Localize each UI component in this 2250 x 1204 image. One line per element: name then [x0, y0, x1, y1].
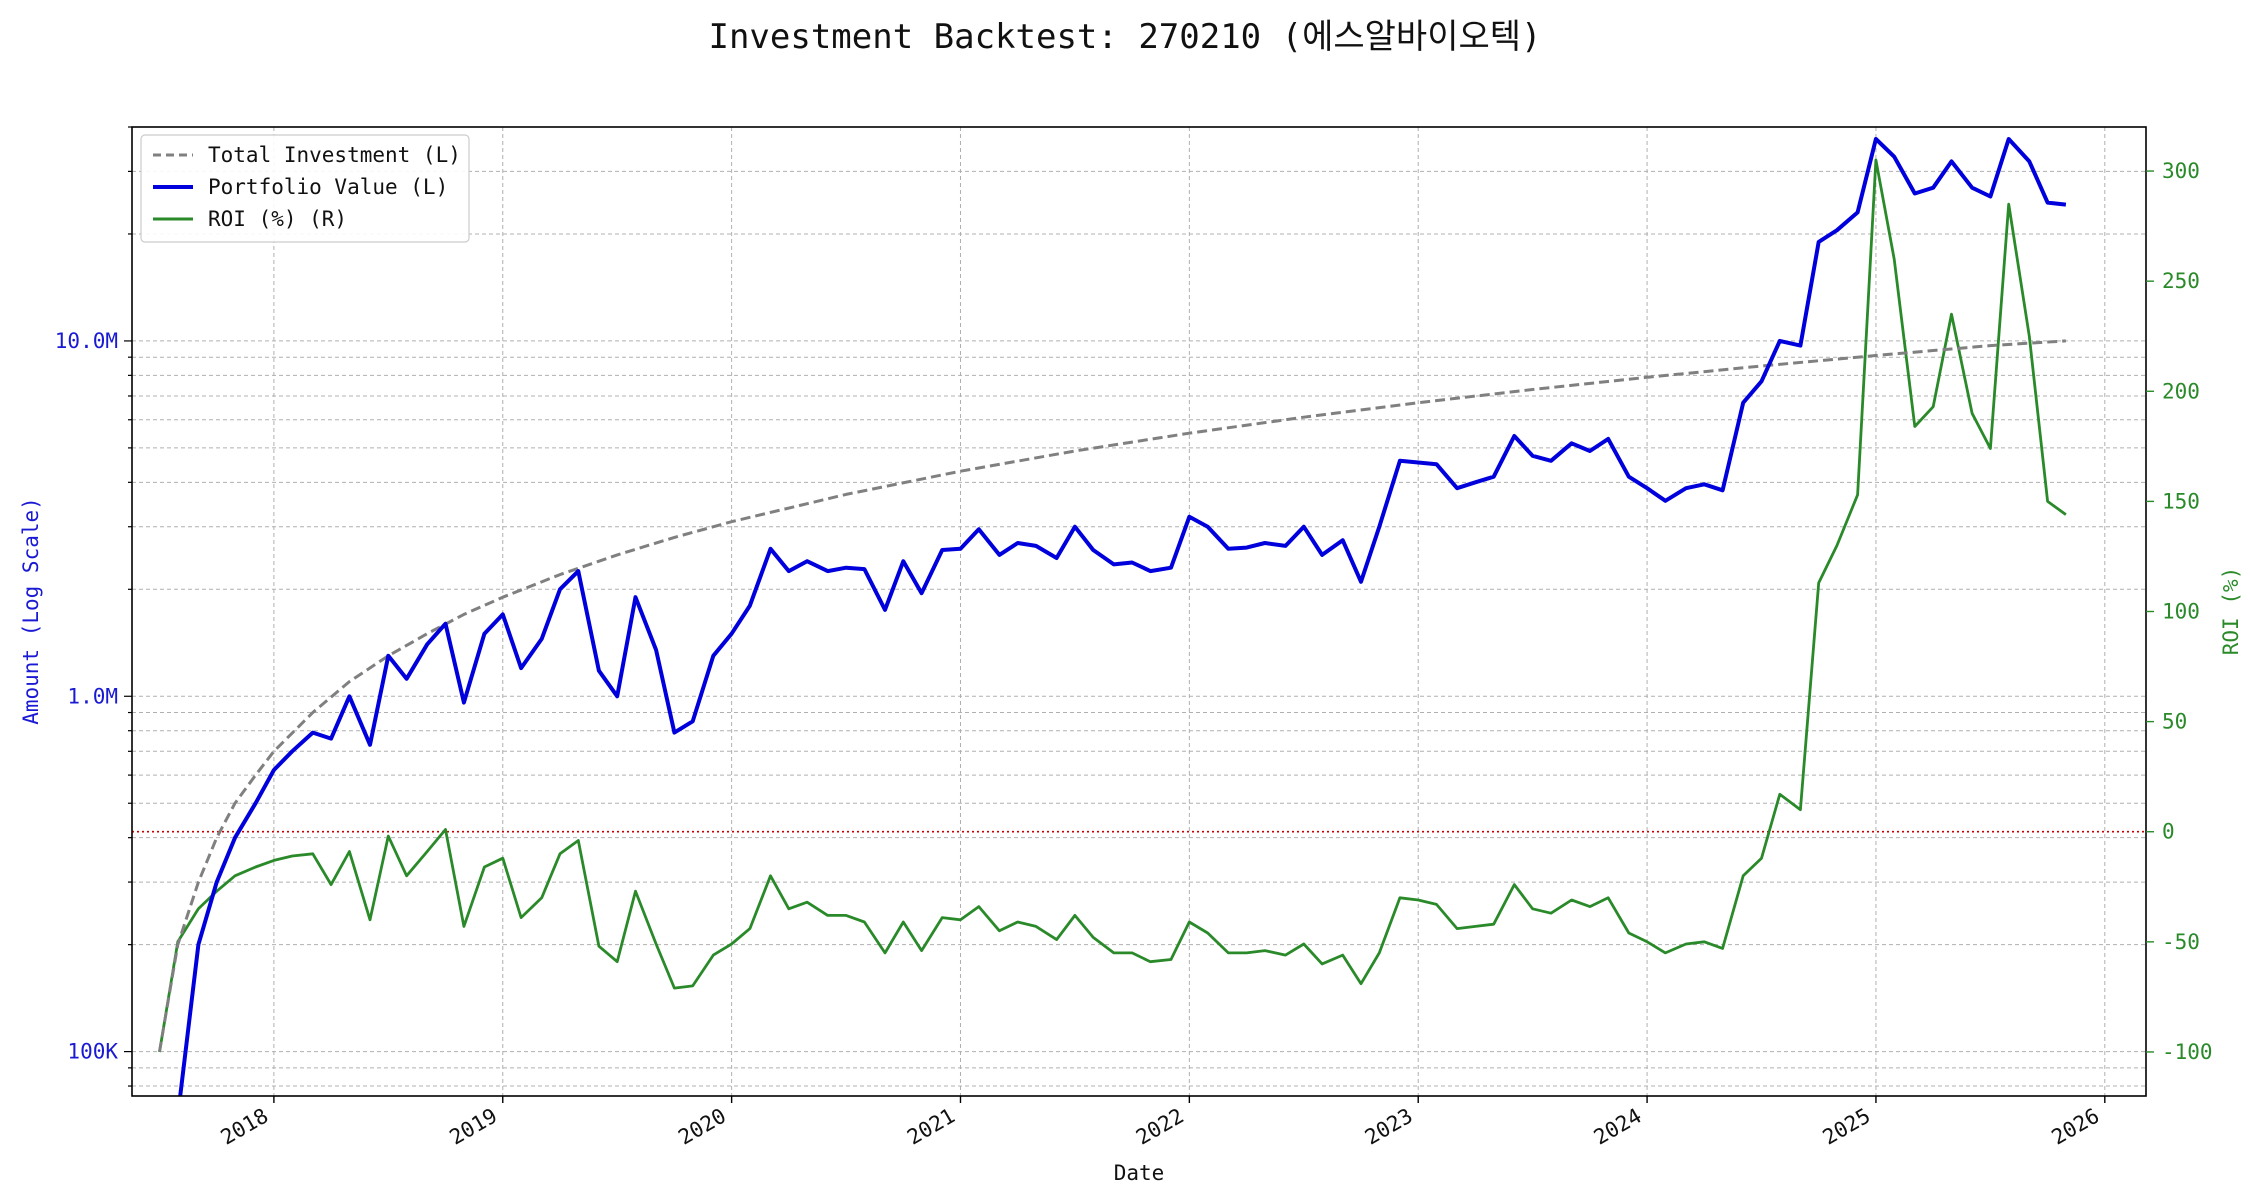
- series-line-portfolio-value: [178, 137, 2067, 1096]
- y-right-tick-label: 50: [2162, 710, 2187, 734]
- x-tick-label: 2023: [1361, 1104, 1417, 1150]
- legend-label-roi: ROI (%) (R): [208, 207, 347, 231]
- x-tick-label: 2022: [1132, 1104, 1188, 1150]
- grid-layer: [132, 126, 2146, 1096]
- y-left-tick-label: 100K: [67, 1040, 118, 1064]
- x-tick-label: 2024: [1590, 1104, 1646, 1150]
- y-right-tick-label: 150: [2162, 489, 2200, 513]
- y-right-tick-label: 100: [2162, 600, 2200, 624]
- plot-frame: [131, 126, 2147, 1097]
- y-right-tick-label: 200: [2162, 379, 2200, 403]
- x-tick-label: 2019: [445, 1104, 501, 1150]
- y-right-tick-label: -100: [2162, 1040, 2213, 1064]
- y-right-tick-label: 250: [2162, 269, 2200, 293]
- x-tick-label: 2026: [2048, 1104, 2104, 1150]
- legend-label-portfolio: Portfolio Value (L): [208, 175, 448, 199]
- series-line-total-investment: [158, 339, 2066, 1052]
- x-axis-label: Date: [1114, 1161, 1165, 1185]
- series-layer: [158, 137, 2067, 1096]
- x-tick-label: 2025: [1819, 1104, 1875, 1150]
- y-left-tick-label: 10.0M: [55, 329, 118, 353]
- x-tick-label: 2021: [903, 1104, 959, 1150]
- legend: Total Investment (L) Portfolio Value (L)…: [140, 134, 470, 243]
- legend-label-investment: Total Investment (L): [208, 143, 461, 167]
- y-right-tick-label: -50: [2162, 930, 2200, 954]
- y-right-tick-label: 0: [2162, 820, 2175, 844]
- legend-box: [140, 134, 470, 243]
- y-left-tick-label: 1.0M: [67, 684, 118, 708]
- y-right-tick-label: 300: [2162, 159, 2200, 183]
- x-tick-label: 2020: [674, 1104, 730, 1150]
- x-tick-label: 2018: [217, 1104, 273, 1150]
- ticks-layer: 2018 2019 2020 2021 2022 2023 2024 2025 2026 100K…: [55, 126, 2213, 1150]
- y-axis-label-right: ROI (%): [2219, 567, 2243, 656]
- chart-title: Investment Backtest: 270210 (에스알바이오텍): [708, 17, 1541, 57]
- series-line-roi: [158, 158, 2067, 1053]
- y-axis-label-left: Amount (Log Scale): [19, 497, 43, 725]
